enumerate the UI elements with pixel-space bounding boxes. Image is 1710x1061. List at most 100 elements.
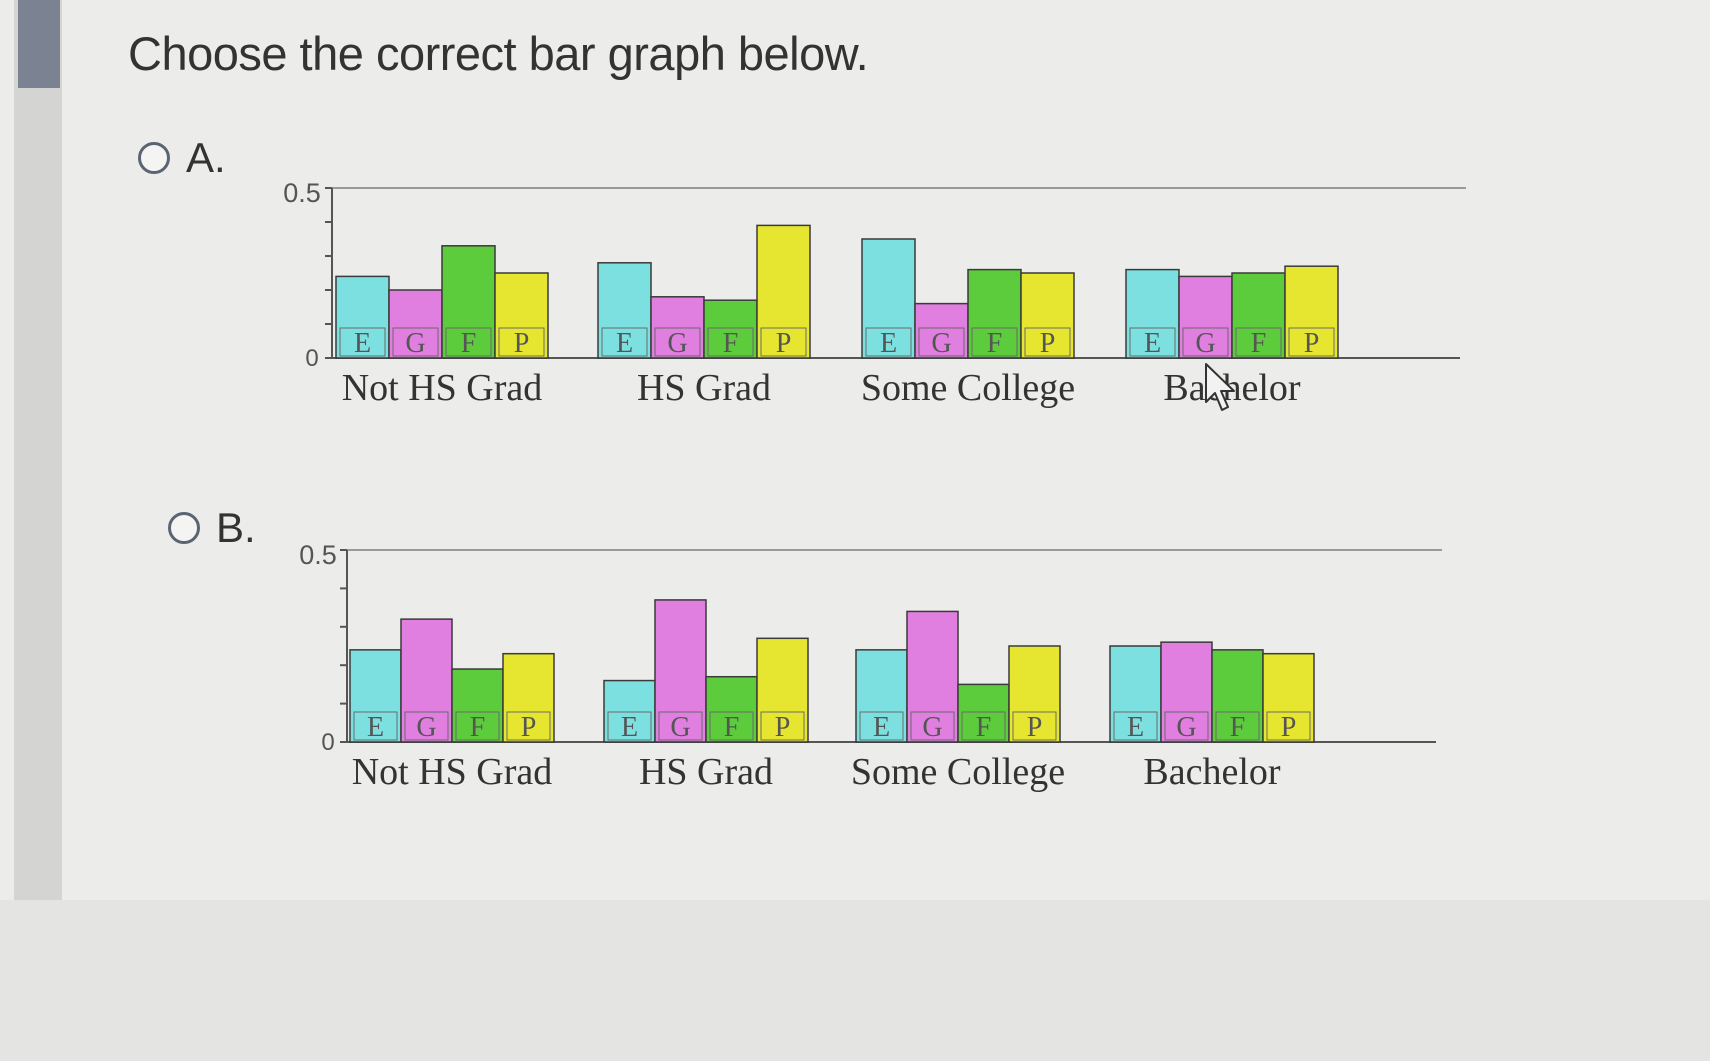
bar-letter-box <box>910 711 955 741</box>
bar-a-bachelor-p <box>1284 265 1339 359</box>
question-panel <box>66 0 1710 900</box>
bar-letter-label: P <box>1304 328 1320 359</box>
bar-letter-box <box>859 711 904 741</box>
bar-a-bachelor-f <box>1231 272 1286 359</box>
bar-letter-label: P <box>1281 712 1297 743</box>
bar-letter-label: G <box>922 712 942 743</box>
bar-letter-box <box>455 711 500 741</box>
category-label-bachelor: Bachelor <box>1143 751 1281 793</box>
bar-letter-label: E <box>616 328 633 359</box>
bar-b-bachelor-g <box>1160 641 1213 743</box>
bar-letter-label: P <box>1040 328 1056 359</box>
bar-a-not-hs-grad-p <box>494 272 549 359</box>
bar-a-some-college-f <box>967 268 1022 359</box>
bar-letter-box <box>339 327 386 357</box>
bar-letter-box <box>658 711 703 741</box>
y-tick-label: 0 <box>321 729 334 756</box>
bar-letter-box <box>1215 711 1260 741</box>
bar-letter-box <box>971 327 1018 357</box>
mouse-pointer-icon <box>1205 363 1235 411</box>
bar-letter-label: F <box>976 712 992 743</box>
bar-letter-box <box>607 711 652 741</box>
bar-letter-box <box>1024 327 1071 357</box>
category-label-some-college: Some College <box>861 367 1075 409</box>
bar-a-some-college-e <box>861 238 916 359</box>
radio-button-a[interactable] <box>138 142 170 174</box>
bar-a-bachelor-g <box>1178 275 1233 359</box>
bar-b-not-hs-grad-f <box>451 668 504 743</box>
bar-letter-label: G <box>931 328 951 359</box>
bar-letter-label: E <box>880 328 897 359</box>
bar-letter-label: P <box>775 712 791 743</box>
bar-a-hs-grad-p <box>756 224 811 359</box>
bar-letter-box <box>961 711 1006 741</box>
bar-letter-box <box>1266 711 1311 741</box>
radio-button-b[interactable] <box>168 512 200 544</box>
scrollbar-track[interactable] <box>14 0 62 905</box>
bar-b-hs-grad-p <box>756 637 809 743</box>
option-a-label: A. <box>186 134 226 181</box>
bar-a-not-hs-grad-f <box>441 245 496 359</box>
option-b[interactable]: B. <box>168 504 256 552</box>
bar-letter-box <box>404 711 449 741</box>
bar-letter-label: F <box>470 712 486 743</box>
bar-a-hs-grad-f <box>703 299 758 359</box>
bar-letter-label: P <box>1027 712 1043 743</box>
bar-letter-label: P <box>521 712 537 743</box>
bar-b-bachelor-f <box>1211 649 1264 743</box>
bar-letter-label: G <box>1195 328 1215 359</box>
bar-letter-label: P <box>776 328 792 359</box>
bar-b-not-hs-grad-e <box>349 649 402 743</box>
bar-b-hs-grad-f <box>705 675 758 743</box>
bar-letter-box <box>1235 327 1282 357</box>
bar-letter-label: P <box>514 328 530 359</box>
bar-b-some-college-g <box>906 610 959 743</box>
bar-b-some-college-p <box>1008 645 1061 743</box>
bar-letter-box <box>498 327 545 357</box>
bar-letter-label: G <box>670 712 690 743</box>
bar-letter-box <box>445 327 492 357</box>
category-label-hs-grad: HS Grad <box>639 751 773 793</box>
category-label-hs-grad: HS Grad <box>637 367 771 409</box>
bar-letter-box <box>506 711 551 741</box>
bar-a-hs-grad-g <box>650 296 705 359</box>
y-tick-label: 0.5 <box>300 542 337 570</box>
bar-letter-label: F <box>461 328 477 359</box>
bar-letter-label: E <box>1127 712 1144 743</box>
bar-letter-box <box>392 327 439 357</box>
bar-letter-label: E <box>367 712 384 743</box>
bar-b-bachelor-p <box>1262 652 1315 743</box>
bar-letter-box <box>1164 711 1209 741</box>
question-text: Choose the correct bar graph below. <box>128 27 869 80</box>
bar-letter-box <box>918 327 965 357</box>
bar-letter-label: E <box>621 712 638 743</box>
bar-letter-label: F <box>1251 328 1267 359</box>
bar-letter-box <box>1113 711 1158 741</box>
bar-a-hs-grad-e <box>597 262 652 359</box>
bar-letter-label: G <box>416 712 436 743</box>
y-tick-label: 0 <box>305 345 318 372</box>
footer-area <box>0 900 1710 1061</box>
option-a[interactable]: A. <box>138 134 226 182</box>
bar-letter-box <box>865 327 912 357</box>
bar-letter-label: E <box>1144 328 1161 359</box>
scrollbar-thumb[interactable] <box>18 0 60 88</box>
category-label-some-college: Some College <box>851 751 1065 793</box>
bar-a-some-college-p <box>1020 272 1075 359</box>
bar-letter-label: G <box>405 328 425 359</box>
bar-a-bachelor-e <box>1125 268 1180 359</box>
bar-letter-label: G <box>1176 712 1196 743</box>
bar-letter-box <box>1129 327 1176 357</box>
category-label-not-hs-grad: Not HS Grad <box>342 367 543 409</box>
bar-letter-box <box>353 711 398 741</box>
bar-letter-box <box>760 327 807 357</box>
bar-letter-box <box>1012 711 1057 741</box>
bar-letter-box <box>601 327 648 357</box>
bar-b-bachelor-e <box>1109 645 1162 743</box>
bar-b-not-hs-grad-p <box>502 652 555 743</box>
bar-letter-label: E <box>873 712 890 743</box>
bar-letter-box <box>709 711 754 741</box>
bar-b-not-hs-grad-g <box>400 618 453 743</box>
